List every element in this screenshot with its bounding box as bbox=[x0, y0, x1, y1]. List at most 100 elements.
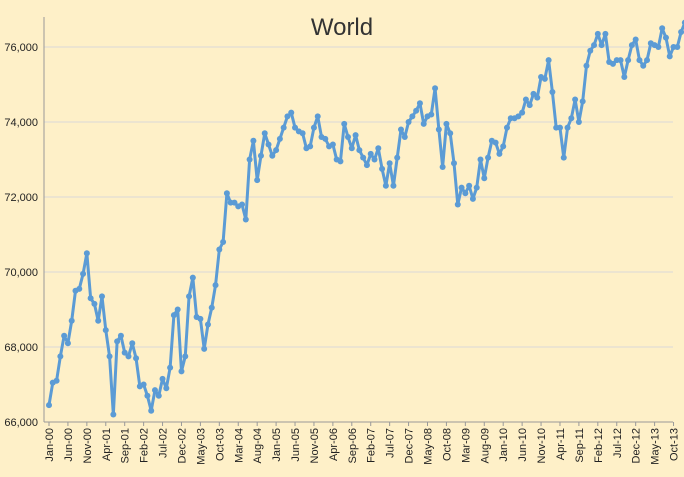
data-point-154 bbox=[628, 42, 635, 49]
x-tick-label-13: Jun-05 bbox=[290, 428, 302, 462]
data-point-58 bbox=[265, 141, 272, 148]
data-point-155 bbox=[632, 36, 639, 43]
x-tick-label-28: Sep-11 bbox=[574, 428, 586, 463]
data-point-92 bbox=[394, 154, 401, 161]
x-tick-label-21: Oct-08 bbox=[441, 428, 453, 461]
x-tick-label-6: Jul-02 bbox=[158, 428, 170, 458]
x-tick-label-29: Feb-12 bbox=[593, 428, 605, 463]
y-tick-label-2: 70,000 bbox=[4, 267, 38, 279]
data-point-110 bbox=[462, 190, 469, 197]
x-tick-label-24: Jan-10 bbox=[498, 428, 510, 462]
data-point-22 bbox=[129, 340, 136, 347]
data-point-105 bbox=[443, 120, 450, 127]
data-point-112 bbox=[469, 195, 476, 202]
data-point-101 bbox=[428, 111, 435, 118]
data-point-25 bbox=[140, 381, 147, 388]
y-tick-label-1: 68,000 bbox=[4, 342, 38, 354]
data-point-102 bbox=[432, 85, 439, 92]
data-point-151 bbox=[617, 57, 624, 64]
data-point-97 bbox=[413, 107, 420, 114]
data-point-99 bbox=[420, 120, 427, 127]
data-point-153 bbox=[625, 57, 632, 64]
x-tick-label-27: Apr-11 bbox=[555, 428, 567, 460]
x-tick-label-8: May-03 bbox=[195, 428, 207, 465]
x-tick-label-30: Jul-12 bbox=[612, 428, 624, 458]
y-axis-tick-labels: 66,000 68,000 70,000 72,000 74,000 76,000 bbox=[4, 42, 38, 429]
data-point-54 bbox=[250, 137, 257, 144]
data-point-108 bbox=[454, 201, 461, 208]
y-tick-label-5: 76,000 bbox=[4, 42, 38, 54]
x-tick-label-0: Jan-00 bbox=[44, 428, 56, 462]
data-point-26 bbox=[144, 392, 151, 399]
data-point-113 bbox=[473, 184, 480, 191]
data-point-69 bbox=[307, 143, 314, 150]
data-point-45 bbox=[216, 246, 223, 253]
data-point-163 bbox=[662, 34, 669, 41]
data-point-103 bbox=[435, 126, 442, 133]
data-point-86 bbox=[371, 156, 378, 163]
data-point-127 bbox=[526, 102, 533, 109]
data-point-10 bbox=[83, 250, 90, 257]
y-tick-label-3: 72,000 bbox=[4, 192, 38, 204]
data-point-141 bbox=[579, 98, 586, 105]
data-point-41 bbox=[201, 345, 208, 352]
x-tick-label-20: May-08 bbox=[423, 428, 435, 465]
data-point-65 bbox=[292, 124, 299, 131]
data-point-2 bbox=[53, 377, 60, 384]
data-point-90 bbox=[386, 160, 393, 167]
x-tick-label-3: Apr-01 bbox=[101, 428, 113, 461]
data-point-9 bbox=[80, 270, 87, 277]
chart-title: World bbox=[311, 14, 373, 41]
x-tick-label-22: Mar-09 bbox=[460, 428, 472, 463]
data-point-27 bbox=[148, 407, 155, 414]
data-point-143 bbox=[587, 47, 594, 54]
data-point-168 bbox=[681, 19, 684, 26]
data-point-77 bbox=[337, 158, 344, 165]
x-tick-label-25: Jun-10 bbox=[517, 428, 529, 462]
data-point-109 bbox=[458, 184, 465, 191]
data-point-63 bbox=[284, 113, 291, 120]
data-point-106 bbox=[447, 130, 454, 137]
data-point-126 bbox=[522, 96, 529, 103]
x-tick-label-23: Aug-09 bbox=[479, 428, 491, 463]
data-point-15 bbox=[102, 327, 109, 334]
data-point-14 bbox=[98, 293, 105, 300]
data-point-37 bbox=[186, 293, 193, 300]
data-point-83 bbox=[360, 154, 367, 161]
data-point-30 bbox=[159, 375, 166, 382]
data-point-85 bbox=[367, 150, 374, 157]
data-point-78 bbox=[341, 120, 348, 127]
data-point-12 bbox=[91, 300, 98, 307]
data-point-56 bbox=[257, 152, 264, 159]
x-tick-label-32: May-13 bbox=[650, 428, 662, 465]
data-point-87 bbox=[375, 145, 382, 152]
data-point-138 bbox=[568, 115, 575, 122]
data-point-11 bbox=[87, 295, 94, 302]
data-point-149 bbox=[609, 60, 616, 67]
data-point-118 bbox=[492, 139, 499, 146]
data-point-32 bbox=[167, 364, 174, 371]
data-point-17 bbox=[110, 411, 117, 418]
data-point-152 bbox=[621, 74, 628, 80]
x-tick-label-15: Apr-06 bbox=[328, 428, 340, 461]
x-tick-label-10: Mar-04 bbox=[233, 428, 245, 463]
data-point-145 bbox=[594, 30, 601, 37]
data-point-164 bbox=[666, 53, 673, 60]
data-point-8 bbox=[76, 285, 83, 292]
data-point-61 bbox=[276, 135, 283, 142]
data-point-94 bbox=[401, 134, 408, 140]
data-point-44 bbox=[212, 282, 219, 289]
data-point-115 bbox=[481, 175, 488, 182]
data-point-38 bbox=[189, 274, 196, 281]
data-point-82 bbox=[356, 147, 363, 154]
data-point-3 bbox=[57, 353, 64, 360]
data-point-40 bbox=[197, 315, 204, 322]
data-point-73 bbox=[322, 135, 329, 142]
x-tick-label-7: Dec-02 bbox=[176, 428, 188, 463]
data-point-59 bbox=[269, 152, 276, 159]
data-point-33 bbox=[170, 312, 177, 319]
data-point-104 bbox=[439, 164, 446, 170]
data-point-34 bbox=[174, 306, 181, 313]
data-point-29 bbox=[155, 392, 162, 399]
data-point-43 bbox=[208, 304, 215, 311]
